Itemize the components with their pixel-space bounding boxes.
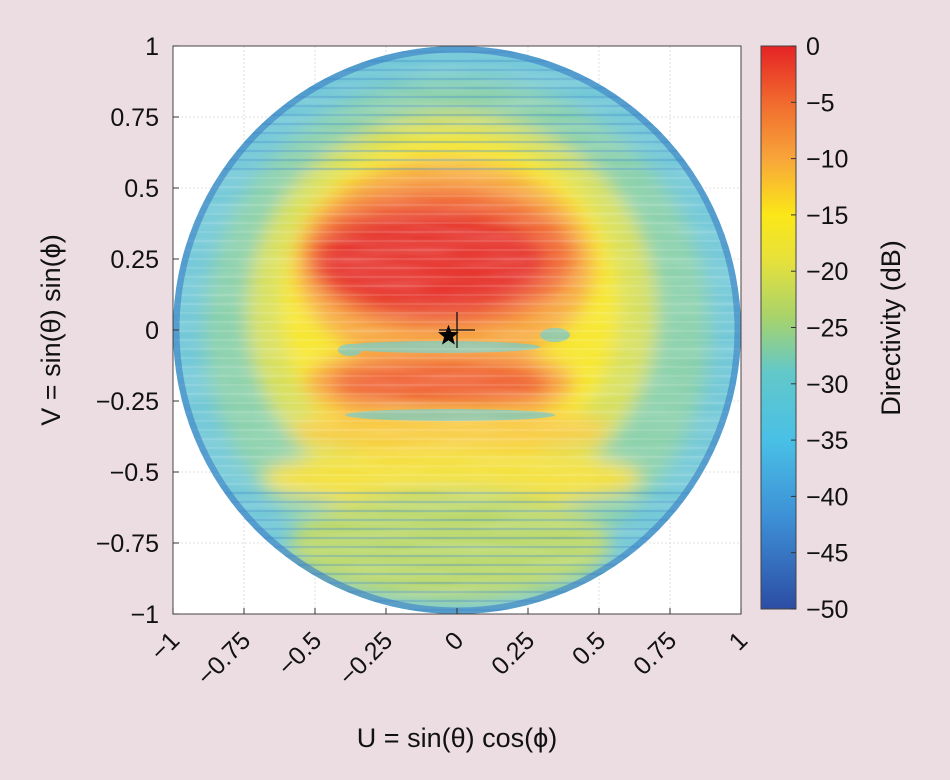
x-tick-label: −0.5 <box>273 626 328 681</box>
colorbar-tick-label: −20 <box>806 258 848 286</box>
y-tick-label: 0.75 <box>110 104 159 132</box>
y-tick-label: −1 <box>130 601 159 629</box>
y-axis-label: V = sin(θ) sin(ϕ) <box>36 234 66 425</box>
colorbar-tick-label: −25 <box>806 315 848 343</box>
colorbar-tick-label: −15 <box>806 202 848 230</box>
y-tick-label: 1 <box>145 33 159 61</box>
y-tick-label: 0.25 <box>110 246 159 274</box>
colorbar-ticks: 0 −5 −10 −15 −20 −25 −30 −35 −40 −45 −50 <box>791 33 848 624</box>
colorbar-tick-label: −40 <box>806 483 848 511</box>
colorbar-tick-label: −10 <box>806 146 848 174</box>
colorbar-tick-label: −45 <box>806 540 848 568</box>
colorbar-tick-label: −35 <box>806 427 848 455</box>
colorbar <box>760 45 797 610</box>
y-axis-ticks: 1 0.75 0.5 0.25 0 −0.25 −0.5 −0.75 −1 <box>96 33 179 629</box>
x-axis-ticks: −1 −0.75 −0.5 −0.25 0 0.25 0.5 0.75 1 <box>145 608 753 691</box>
star-marker <box>438 324 459 345</box>
x-tick-label: 1 <box>724 626 754 656</box>
y-tick-label: −0.25 <box>96 388 159 416</box>
colorbar-tick-label: 0 <box>806 33 820 61</box>
x-tick-label: −0.25 <box>334 626 399 691</box>
x-tick-label: 0.75 <box>628 626 682 680</box>
x-axis-label: U = sin(θ) cos(ϕ) <box>357 723 557 753</box>
y-tick-label: −0.75 <box>96 530 159 558</box>
x-tick-label: 0.25 <box>486 626 540 680</box>
colorbar-tick-label: −5 <box>806 89 835 117</box>
y-tick-label: 0 <box>145 317 159 345</box>
colorbar-label: Directivity (dB) <box>876 240 906 416</box>
x-tick-label: 0.5 <box>567 626 611 670</box>
plus-marker <box>439 312 475 348</box>
x-tick-label: −1 <box>145 626 185 666</box>
markers <box>438 312 475 348</box>
colorbar-tick-label: −30 <box>806 371 848 399</box>
colorbar-tick-label: −50 <box>806 596 848 624</box>
x-tick-label: 0 <box>440 626 470 656</box>
y-tick-label: −0.5 <box>110 459 159 487</box>
y-tick-label: 0.5 <box>124 175 159 203</box>
x-tick-label: −0.75 <box>192 626 257 691</box>
